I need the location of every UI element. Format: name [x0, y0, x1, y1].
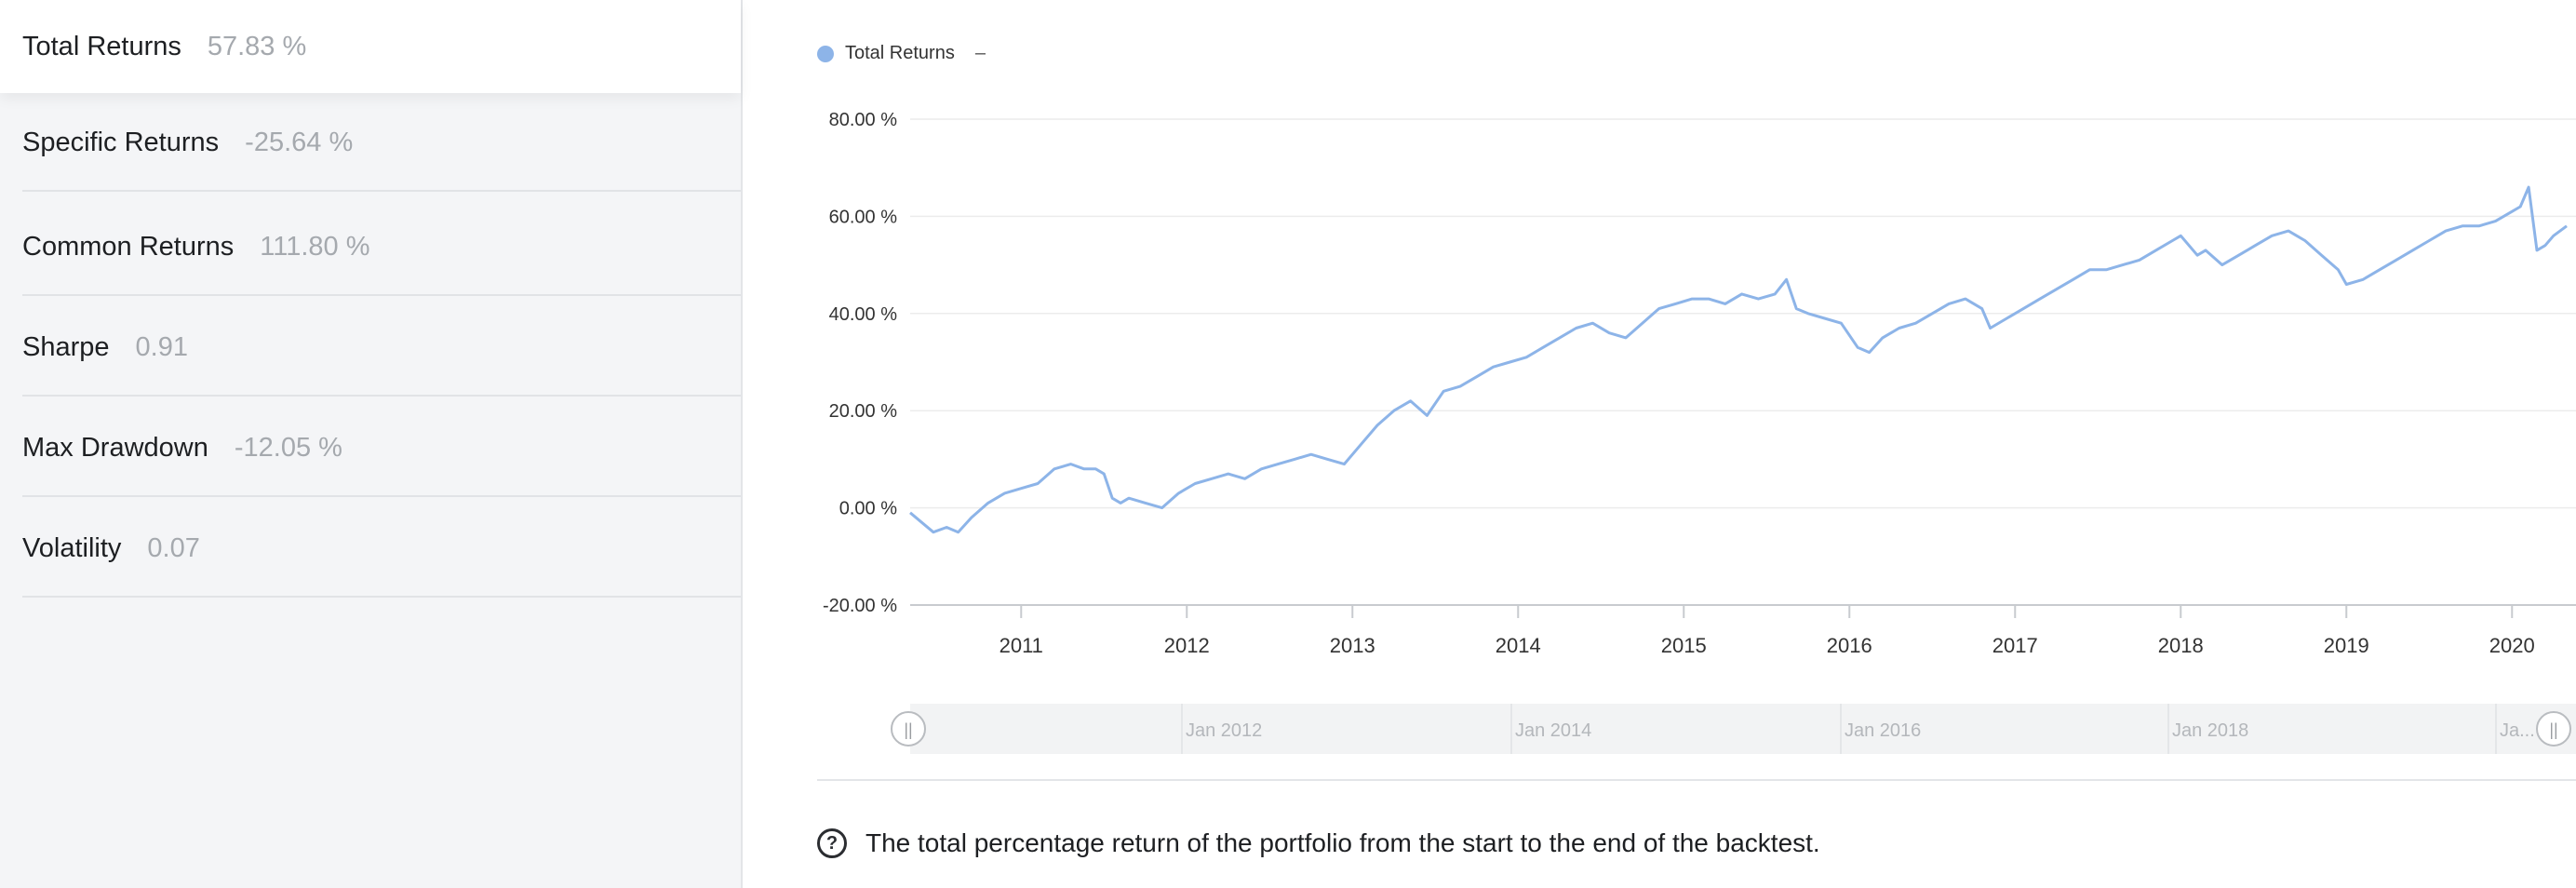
y-axis-tick-label: 0.00 % [839, 499, 897, 519]
x-axis-tick-label: 2015 [1661, 634, 1707, 657]
legend-dot-icon [817, 45, 834, 62]
x-axis-tick-label: 2011 [1000, 634, 1043, 657]
metric-description-text: The total percentage return of the portf… [865, 828, 1820, 857]
navigator-handle-left[interactable]: || [891, 711, 926, 747]
svg-text:||: || [2549, 720, 2557, 739]
metric-value: -12.05 % [234, 432, 342, 463]
total-returns-chart: 80.00 % 60.00 % 40.00 % 20.00 % 0.00 % -20.00… [817, 110, 2576, 781]
x-axis-tick-label: 2014 [1496, 634, 1541, 657]
y-axis-tick-label: 20.00 % [829, 401, 898, 422]
metric-value: 0.91 [135, 331, 188, 362]
metrics-sidebar: Total Returns 57.83 % Specific Returns -25.… [0, 0, 743, 888]
navigator-label: Jan 2012 [1186, 720, 1262, 741]
metric-label: Volatility [22, 532, 122, 563]
metric-value: 111.80 % [260, 231, 370, 262]
x-axis-tick-label: 2012 [1164, 634, 1210, 657]
y-axis-tick-label: 80.00 % [829, 110, 898, 130]
chart-legend[interactable]: Total Returns – [817, 43, 986, 64]
metric-divider [22, 190, 741, 192]
metric-label: Max Drawdown [22, 432, 208, 463]
chart-panel: Total Returns – 80.00 % 60.00 % 40.00 % 20.… [743, 0, 2576, 888]
question-circle-icon: ? [817, 828, 847, 858]
metric-value: -25.64 % [245, 127, 354, 157]
navigator-track [910, 704, 2576, 754]
metric-item-specific-returns[interactable]: Specific Returns -25.64 % [0, 93, 741, 192]
metric-value: 57.83 % [207, 31, 307, 61]
metric-label: Total Returns [22, 31, 181, 61]
y-axis-tick-label: 60.00 % [829, 207, 898, 227]
metric-description: ? The total percentage return of the por… [817, 828, 1820, 858]
metric-item-max-drawdown[interactable]: Max Drawdown -12.05 % [0, 398, 741, 497]
series-line-0 [909, 185, 2568, 534]
metric-item-sharpe[interactable]: Sharpe 0.91 [0, 298, 741, 397]
x-axis-tick-label: 2016 [1827, 634, 1872, 657]
metric-label: Specific Returns [22, 127, 220, 157]
y-axis-tick-label: -20.00 % [823, 596, 897, 616]
metric-item-common-returns[interactable]: Common Returns 111.80 % [0, 197, 741, 296]
metric-divider [22, 395, 741, 397]
x-axis-tick-label: 2019 [2324, 634, 2369, 657]
metric-divider [22, 596, 741, 598]
navigator-label: Jan 2016 [1845, 720, 1921, 741]
x-axis-tick-label: 2013 [1330, 634, 1375, 657]
metric-item-volatility[interactable]: Volatility 0.07 [0, 499, 741, 598]
x-axis-tick-label: 2020 [2489, 634, 2535, 657]
navigator-handle-right[interactable]: || [2536, 711, 2571, 747]
metric-item-total-returns[interactable]: Total Returns 57.83 % [0, 0, 741, 93]
metric-label: Sharpe [22, 331, 110, 362]
navigator-label: Ja... [2500, 720, 2535, 741]
metric-divider [22, 294, 741, 296]
metric-label: Common Returns [22, 231, 235, 262]
x-axis-tick-label: 2018 [2158, 634, 2204, 657]
navigator-label: Jan 2018 [2172, 720, 2248, 741]
svg-text:||: || [904, 720, 912, 739]
x-axis-tick-label: 2017 [1992, 634, 2038, 657]
legend-value: – [974, 43, 986, 63]
metric-divider [22, 495, 741, 497]
y-axis-tick-label: 40.00 % [829, 304, 898, 325]
metric-value: 0.07 [147, 532, 200, 563]
navigator-label: Jan 2014 [1515, 720, 1591, 741]
legend-label: Total Returns [845, 43, 955, 63]
